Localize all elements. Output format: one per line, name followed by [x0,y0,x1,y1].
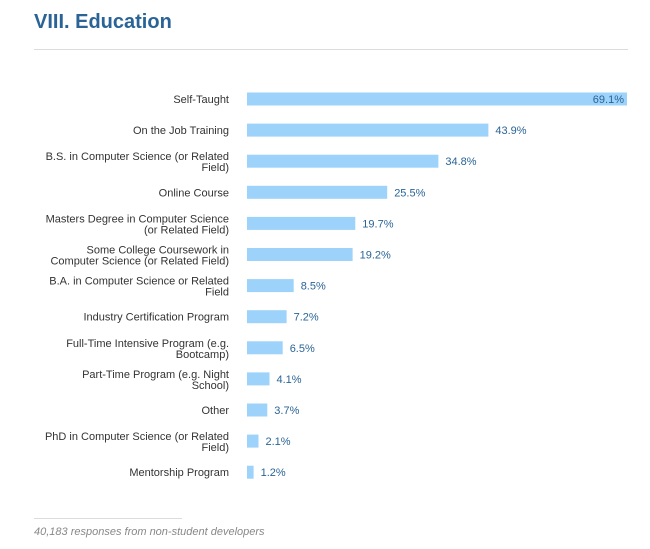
bar-8 [247,341,283,355]
title-divider [34,49,628,50]
category-label-9: Part-Time Program (e.g. Night School) [82,369,229,392]
category-label-5: Some College Coursework in Computer Scien… [50,245,229,268]
bar-1 [247,123,489,137]
value-label-12: 1.2% [261,467,286,479]
value-label-6: 8.5% [301,281,326,293]
category-label-6: B.A. in Computer Science or Related Field [49,276,229,299]
category-label-12: Mentorship Program [129,467,229,479]
category-label-3: Online Course [159,187,229,199]
bar-2 [247,154,439,168]
value-label-10: 3.7% [274,405,299,417]
category-label-4: Masters Degree in Computer Science (or Re… [46,213,229,236]
value-label-8: 6.5% [290,343,315,355]
page-title: VIII. Education [34,11,172,33]
footnote: 40,183 responses from non-student develo… [34,526,265,538]
category-label-8: Full-Time Intensive Program (e.g. Bootcam… [66,338,229,361]
bar-3 [247,185,388,199]
bar-5 [247,248,353,261]
value-label-0: 69.1% [593,94,624,106]
bar-7 [247,310,287,324]
category-label-11: PhD in Computer Science (or Related Field… [45,431,229,454]
value-label-9: 4.1% [277,374,302,386]
value-label-2: 34.8% [445,156,476,168]
category-label-7: Industry Certification Program [84,312,230,324]
bar-12 [247,465,254,479]
value-label-3: 25.5% [394,187,425,199]
bar-0 [247,92,627,106]
bar-4 [247,216,356,230]
bar-9 [247,372,270,386]
category-label-2: B.S. in Computer Science (or Related Fiel… [46,151,229,174]
value-label-1: 43.9% [495,125,526,137]
footnote-divider [34,518,182,519]
bar-6 [247,279,294,293]
category-label-0: Self-Taught [173,94,229,106]
bar-11 [247,434,259,448]
category-label-10: Other [201,405,229,417]
value-label-7: 7.2% [294,312,319,324]
category-label-1: On the Job Training [133,125,229,137]
value-label-5: 19.2% [360,250,391,262]
value-label-4: 19.7% [362,218,393,230]
value-label-11: 2.1% [266,436,291,448]
bar-10 [247,403,268,417]
